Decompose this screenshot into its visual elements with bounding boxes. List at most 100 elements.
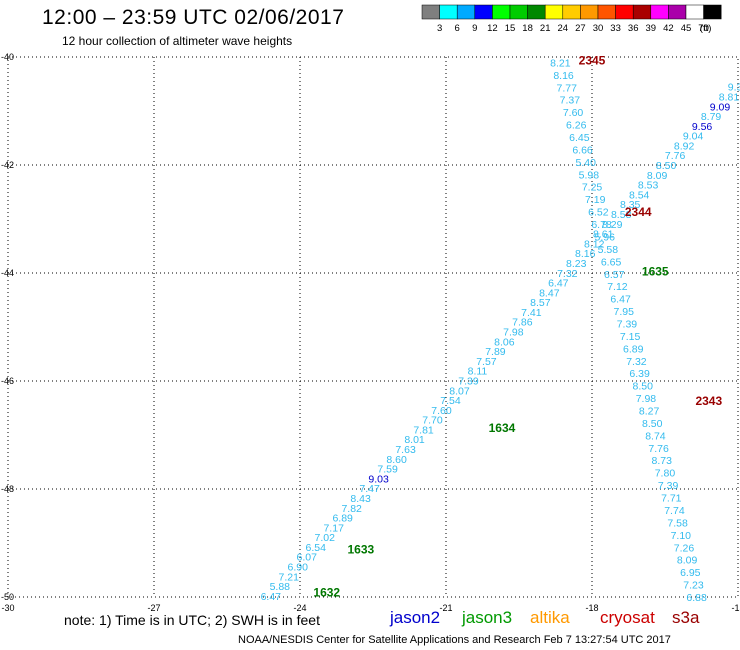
wave-height-point: 7.98 xyxy=(636,393,657,405)
x-tick-label: -27 xyxy=(147,603,160,613)
wave-height-point: 9.04 xyxy=(683,131,704,143)
wave-height-point: 8.50 xyxy=(642,418,663,430)
satellite-jason3: jason3 xyxy=(462,608,513,627)
wave-height-point: 8.09 xyxy=(677,555,698,567)
legend-swatch xyxy=(474,4,493,20)
legend-swatch xyxy=(597,4,616,20)
y-tick-label: -46 xyxy=(1,376,14,386)
footer-credit: NOAA/NESDIS Center for Satellite Applica… xyxy=(238,634,671,646)
wave-height-point: 8.11 xyxy=(468,366,488,378)
axis-ticks: -30 -27 -24 -21 -18 -15 -40 -42 -44 -46 -48 -50 xyxy=(1,52,740,613)
legend-swatch xyxy=(456,4,476,20)
legend-unit: (ft) xyxy=(700,23,712,34)
legend-swatch xyxy=(527,4,546,20)
wave-height-point: 8.74 xyxy=(645,430,666,442)
wave-height-point: 7.77 xyxy=(556,82,577,94)
wave-height-point: 8.21 xyxy=(550,57,571,69)
wave-height-point: 7.15 xyxy=(620,331,641,343)
time-labels: 2345 2344 1635 1634 2343 1633 1632 xyxy=(313,54,722,600)
wave-height-point: 6.07 xyxy=(297,552,318,564)
wave-height-point: 8.09 xyxy=(647,170,668,182)
wave-height-point: 7.70 xyxy=(422,415,443,427)
wave-height-values: 8.218.167.777.377.606.266.456.665.405.98… xyxy=(261,57,740,604)
y-tick-label: -42 xyxy=(1,160,14,170)
legend-label: 39 xyxy=(646,23,657,34)
x-tick-label: -30 xyxy=(1,603,14,613)
satellite-altika: altika xyxy=(530,608,570,627)
time-label: 2345 xyxy=(579,54,606,68)
wave-height-point: 7.25 xyxy=(582,182,603,194)
wave-height-point: 7.39 xyxy=(658,480,679,492)
wave-height-point: 7.63 xyxy=(395,444,416,456)
wave-height-point: 6.45 xyxy=(569,132,590,144)
wave-height-point: 5.58 xyxy=(598,244,619,256)
x-tick-label: -21 xyxy=(439,603,452,613)
wave-height-point: 7.23 xyxy=(683,580,704,592)
wave-height-point: 7.81 xyxy=(413,424,434,436)
wave-height-point: 7.21 xyxy=(279,571,300,583)
legend-label: 15 xyxy=(505,23,516,34)
wave-height-point: 8.73 xyxy=(652,455,673,467)
wave-height-point: 6.89 xyxy=(332,513,353,525)
wave-height-point: 7.17 xyxy=(323,522,344,534)
legend-label: 3 xyxy=(437,23,442,34)
wave-height-point: 7.60 xyxy=(431,405,452,417)
legend-label: 6 xyxy=(455,23,460,34)
wave-height-point: 6.66 xyxy=(572,144,593,156)
wave-height-point: 6.89 xyxy=(623,343,644,355)
wave-height-point: 7.32 xyxy=(557,268,578,280)
wave-height-point: 8.54 xyxy=(629,189,650,201)
wave-height-point: 7.82 xyxy=(341,503,362,515)
plot-frame xyxy=(7,56,739,598)
legend-label: 12 xyxy=(487,23,498,34)
wave-height-point: 7.60 xyxy=(563,107,584,119)
wave-height-point: 8.50 xyxy=(656,160,677,172)
legend-swatch xyxy=(544,4,564,20)
wave-height-point: 8.53 xyxy=(638,180,659,192)
wave-height-point: 5.40 xyxy=(575,157,596,169)
wave-height-point: 8.50 xyxy=(633,381,654,393)
wave-height-point: 7.74 xyxy=(664,505,685,517)
wave-height-point: 5.96 xyxy=(595,231,616,243)
wave-height-point: 8.57 xyxy=(530,297,551,309)
x-tick-label: -18 xyxy=(585,603,598,613)
wave-height-point: 7.76 xyxy=(665,150,686,162)
wave-height-point: 6.47 xyxy=(610,294,631,306)
wave-height-point: 7.41 xyxy=(521,307,542,319)
color-legend: 3 6 9 12 15 18 21 24 27 30 33 36 39 42 45 70(ft) xyxy=(421,4,722,34)
wave-height-point: 8.60 xyxy=(386,454,407,466)
legend-label: 45 xyxy=(681,23,692,34)
legend-swatch xyxy=(421,4,440,20)
wave-height-point: 6.90 xyxy=(288,562,309,574)
legend-swatch xyxy=(632,4,652,20)
wave-height-point: 7.59 xyxy=(377,464,398,476)
satellite-jason2: jason2 xyxy=(390,608,441,627)
time-label: 1632 xyxy=(313,586,340,600)
legend-swatch xyxy=(685,4,704,20)
legend-label: 30 xyxy=(593,23,604,34)
legend-label: 27 xyxy=(575,23,586,34)
wave-height-point: 7.02 xyxy=(314,532,335,544)
legend-label: 70 xyxy=(698,23,709,34)
legend-label: 42 xyxy=(663,23,674,34)
legend-label: 33 xyxy=(610,23,621,34)
wave-height-point: 7.47 xyxy=(359,483,380,495)
wave-height-point: 7.54 xyxy=(440,395,461,407)
y-tick-label: -48 xyxy=(1,484,14,494)
page-title: 12:00 – 23:59 UTC 02/06/2017 xyxy=(42,6,345,29)
wave-height-point: 7.39 xyxy=(617,318,638,330)
y-tick-label: -40 xyxy=(1,52,14,62)
legend-swatch xyxy=(439,4,458,20)
wave-height-point: 8.47 xyxy=(539,287,560,299)
time-label: 2343 xyxy=(695,394,722,408)
wave-height-point: 6.54 xyxy=(306,542,327,554)
wave-height-point: 8.35 xyxy=(620,199,641,211)
y-tick-label: -50 xyxy=(1,592,14,602)
legend-swatch xyxy=(703,4,722,20)
wave-height-point: 7.58 xyxy=(667,517,688,529)
wave-height-point: 6.52 xyxy=(588,207,609,219)
wave-height-point: 8.79 xyxy=(701,111,722,123)
x-tick-label: -15 xyxy=(731,603,740,613)
x-tick-label: -24 xyxy=(293,603,306,613)
